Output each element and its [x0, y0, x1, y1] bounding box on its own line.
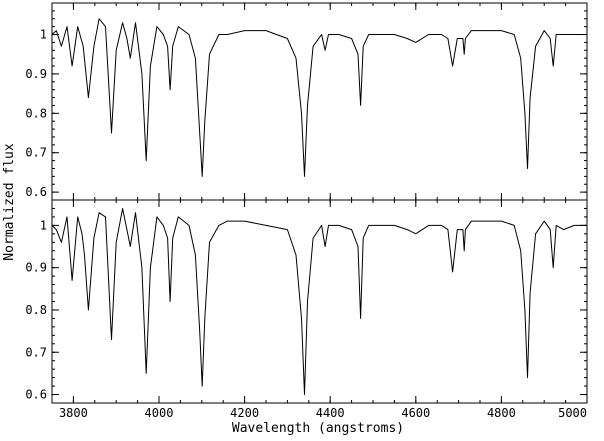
y-tick-label: 0.9 [25, 261, 47, 275]
x-tick-label: 3800 [59, 406, 88, 420]
panel-frame [51, 199, 588, 404]
x-tick-label: 4600 [401, 406, 430, 420]
y-tick-label: 0.7 [25, 146, 47, 160]
y-tick-label: 0.7 [25, 345, 47, 359]
y-tick-label: 0.6 [25, 388, 47, 402]
x-tick-label: 4200 [230, 406, 259, 420]
y-tick-label: 0.8 [25, 303, 47, 317]
y-tick-label: 0.6 [25, 185, 47, 199]
x-tick-label: 4800 [487, 406, 516, 420]
y-tick-label: 1 [40, 218, 47, 232]
x-axis-label: Wavelength (angstroms) [232, 421, 404, 436]
y-tick-label: 0.8 [25, 106, 47, 120]
x-tick-label: 4000 [145, 406, 174, 420]
y-tick-label: 0.9 [25, 67, 47, 81]
top-panel: 0.6 0.7 0.8 0.9 1 [25, 2, 588, 201]
y-axis-label: Normalized flux [2, 143, 17, 261]
x-tick-label: 4400 [316, 406, 345, 420]
spectrum-line [51, 18, 587, 177]
spectrum-line [51, 208, 587, 395]
y-tick-label: 1 [40, 28, 47, 42]
bottom-panel: 3800 4000 4200 4400 4600 4800 5000 0.6 0.7 0.8 0.9… [25, 199, 588, 420]
x-tick-label: 5000 [558, 406, 587, 420]
